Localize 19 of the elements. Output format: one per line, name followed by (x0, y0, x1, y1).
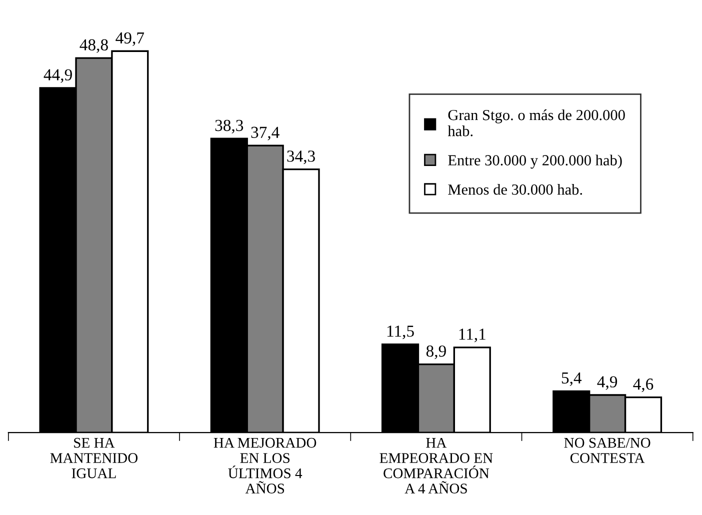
x-tick-label: HA EMPEORADO EN COMPARACIÓN A 4 AÑOS (380, 438, 493, 494)
data-label: 48,8 (80, 39, 108, 53)
data-label: 44,9 (44, 69, 72, 83)
data-label: 4,9 (597, 376, 618, 390)
data-label: 11,5 (387, 326, 414, 340)
x-tick-label: HA MEJORADO EN LOS ÚLTIMOS 4 AÑOS (214, 438, 316, 494)
data-label: 37,4 (251, 126, 280, 140)
data-label: 11,1 (459, 328, 486, 342)
data-label: 8,9 (426, 345, 446, 360)
data-label: 38,3 (215, 120, 244, 134)
data-label: 49,7 (116, 32, 144, 46)
data-label: 4,6 (633, 378, 654, 392)
x-tick-label: SE HA MANTENIDO IGUAL (50, 438, 138, 478)
legend-label: Menos de 30.000 hab. (448, 184, 582, 195)
data-label: 34,3 (287, 150, 315, 164)
x-tick-label: NO SABE/NO CONTESTA (564, 438, 650, 463)
data-label: 5,4 (562, 372, 582, 386)
legend-label: Gran Stgo. o más de 200.000 hab. (448, 109, 625, 136)
legend-label: Entre 30.000 y 200.000 hab) (448, 154, 622, 169)
